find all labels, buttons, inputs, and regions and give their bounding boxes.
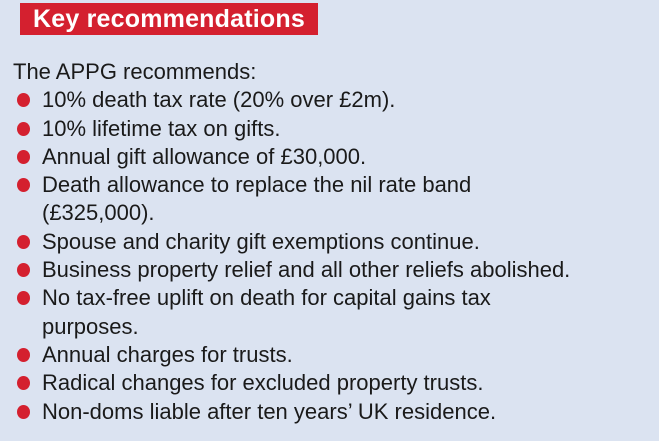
panel-title: Key recommendations (33, 5, 305, 33)
list-item: Annual gift allowance of £30,000. (13, 143, 651, 171)
bullet-icon (17, 93, 30, 108)
bullet-icon (17, 234, 30, 249)
list-item-text: 10% lifetime tax on gifts. (42, 115, 281, 141)
bullet-icon (17, 121, 30, 136)
list-item: Business property relief and all other r… (13, 256, 651, 284)
recommendations-list: 10% death tax rate (20% over £2m). 10% li… (13, 86, 651, 426)
list-item-text: Non-doms liable after ten years’ UK resi… (42, 398, 497, 424)
list-item-text: Annual charges for trusts. (42, 341, 293, 367)
bullet-icon (17, 376, 30, 391)
panel-body: The APPG recommends: 10% death tax rate … (13, 58, 651, 426)
list-item: Non-doms liable after ten years’ UK resi… (13, 398, 651, 426)
bullet-icon (17, 404, 30, 419)
list-item: 10% lifetime tax on gifts. (13, 115, 651, 143)
list-item: No tax-free uplift on death for capital … (13, 284, 651, 341)
list-item: 10% death tax rate (20% over £2m). (13, 86, 651, 114)
list-item-text: Spouse and charity gift exemptions conti… (42, 228, 480, 254)
list-item: Radical changes for excluded property tr… (13, 369, 651, 397)
bullet-icon (17, 347, 30, 362)
list-item: Spouse and charity gift exemptions conti… (13, 228, 651, 256)
list-item-text: No tax-free uplift on death for capital … (42, 285, 491, 339)
bullet-icon (17, 149, 30, 164)
intro-text: The APPG recommends: (13, 59, 257, 84)
list-item-text: Death allowance to replace the nil rate … (42, 172, 472, 226)
list-item-text: Business property relief and all other r… (42, 257, 571, 283)
panel-title-banner: Key recommendations (20, 3, 318, 35)
list-item: Death allowance to replace the nil rate … (13, 171, 651, 228)
bullet-icon (17, 263, 30, 278)
list-item-text: Radical changes for excluded property tr… (42, 370, 484, 396)
list-item-text: 10% death tax rate (20% over £2m). (42, 87, 396, 113)
bullet-icon (17, 178, 30, 193)
list-item-text: Annual gift allowance of £30,000. (42, 143, 367, 169)
bullet-icon (17, 291, 30, 306)
list-item: Annual charges for trusts. (13, 341, 651, 369)
